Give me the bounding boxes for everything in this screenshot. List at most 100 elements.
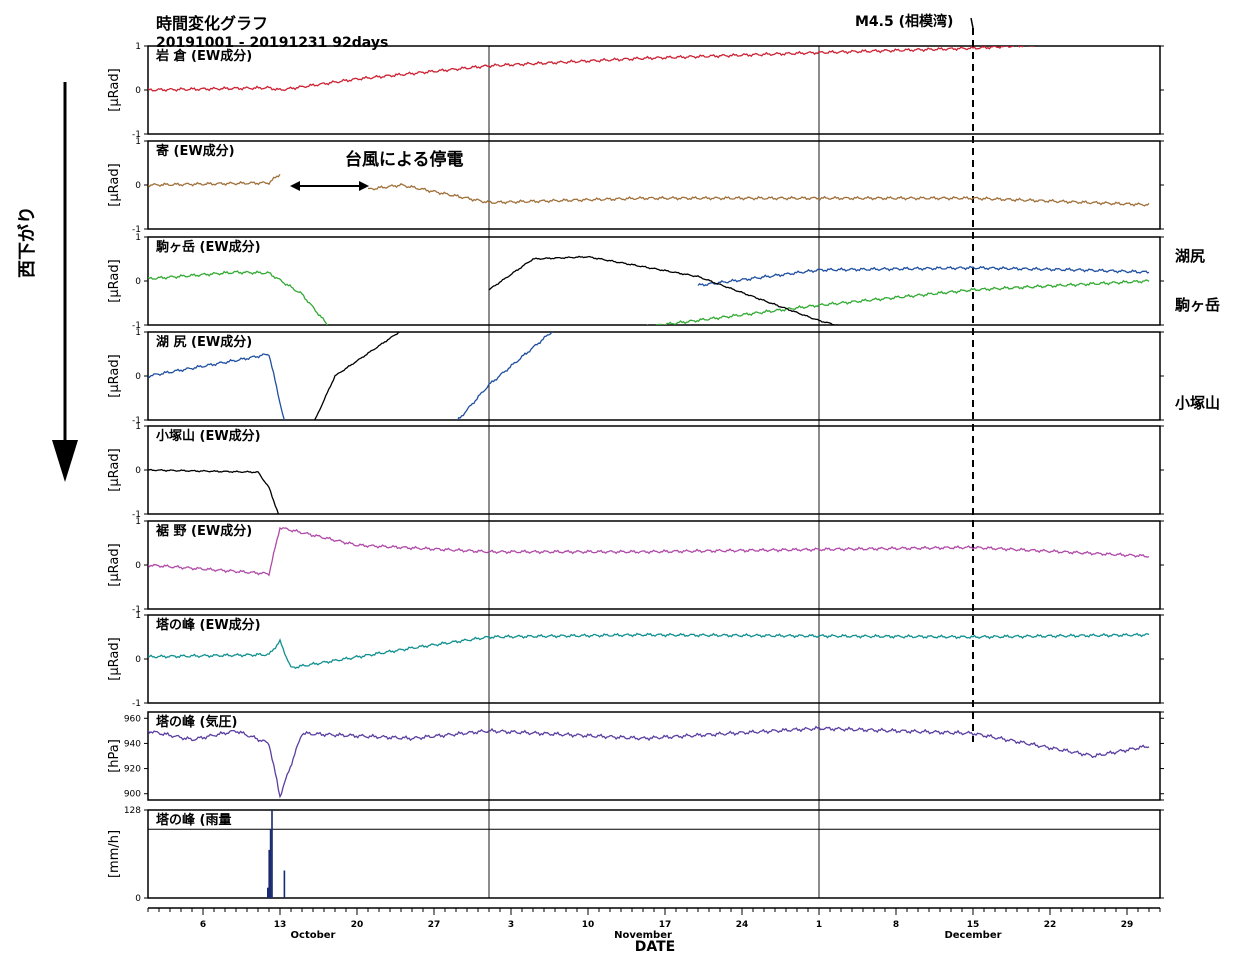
y-tick-label: -1 — [132, 416, 141, 426]
date-gridlines — [488, 17, 974, 898]
panel-frame — [147, 331, 1161, 421]
y-tick-label: -1 — [132, 321, 141, 331]
x-tick-label: 29 — [1121, 920, 1134, 930]
panel-kozukayama: 1 0 -1 [μRad] 小塚山 (EW成分) — [107, 422, 1164, 520]
series-line-kotobuki — [148, 173, 281, 188]
y-tick-label: 0 — [135, 277, 141, 287]
x-tick-label: 8 — [893, 920, 899, 930]
panel-iwakura: 1 0 -1 [μRad] 岩 倉 (EW成分) — [107, 42, 1164, 140]
y-tick-label: 1 — [135, 42, 141, 52]
x-tick-label: 1 — [816, 920, 822, 930]
x-month-label: December — [944, 930, 1001, 941]
y-unit-label: [hPa] — [107, 739, 122, 773]
y-tick-label: 1 — [135, 517, 141, 527]
y-tick-label: -1 — [132, 130, 141, 140]
series-group-komagatake — [148, 255, 1150, 325]
y-tick-label: 128 — [124, 806, 141, 816]
y-tick-label: 1 — [135, 328, 141, 338]
panels: 1 0 -1 [μRad] 岩 倉 (EW成分) 1 0 -1 [μRad] 寄 (EW成分) 1 0… — [107, 42, 1164, 904]
series-group-kotobuki — [148, 173, 1150, 207]
panel-name: 塔の峰 (雨量 — [156, 812, 231, 828]
series-group-tonomine_ew — [148, 632, 1150, 670]
series-group-susono — [148, 526, 1150, 577]
y-tick-label: 960 — [124, 714, 141, 724]
y-tick-label: 0 — [135, 86, 141, 96]
y-unit-label: [μRad] — [107, 163, 122, 206]
x-tick-label: 27 — [428, 920, 441, 930]
panel-frame — [147, 45, 1161, 135]
y-unit-label: [μRad] — [107, 448, 122, 491]
panel-tonomine_rain: 128 0 [mm/h] 塔の峰 (雨量 — [107, 806, 1164, 904]
x-tick-label: 17 — [659, 920, 672, 930]
y-tick-label: 0 — [135, 561, 141, 571]
series-line-kojiri — [697, 265, 1150, 287]
series-line-kozukayama — [314, 332, 401, 420]
x-month-label: October — [291, 930, 336, 941]
outage-annotation: 台風による停電 — [290, 149, 464, 191]
y-tick-label: 1 — [135, 611, 141, 621]
panel-kojiri: 1 0 -1 [μRad] 湖 尻 (EW成分) — [107, 328, 1164, 426]
series-line-iwakura — [148, 46, 1044, 92]
x-axis-label: DATE — [635, 939, 675, 954]
panel-tonomine_ew: 1 0 -1 [μRad] 塔の峰 (EW成分) — [107, 611, 1164, 709]
x-tick-label: 6 — [200, 920, 206, 930]
y-tick-label: -1 — [132, 225, 141, 235]
y-unit-label: [μRad] — [107, 259, 122, 302]
y-tick-label: 0 — [135, 466, 141, 476]
series-group-iwakura — [148, 46, 1044, 92]
y-tick-label: 1 — [135, 233, 141, 243]
event-label: M4.5 (相模湾) — [855, 13, 953, 30]
y-unit-label: [μRad] — [107, 543, 122, 586]
x-tick-label: 13 — [274, 920, 287, 930]
right-label-kozukayama: 小塚山 — [1175, 394, 1220, 412]
series-group-tonomine_rain — [267, 810, 286, 898]
panel-susono: 1 0 -1 [μRad] 裾 野 (EW成分) — [107, 517, 1164, 615]
series-line-kojiri — [148, 332, 553, 420]
y-unit-label: [μRad] — [107, 68, 122, 111]
y-tick-label: -1 — [132, 699, 141, 709]
panel-name: 駒ヶ岳 (EW成分) — [155, 239, 261, 255]
x-axis: 6 13 20 27 3 10 17 24 1 8 15 22 29 October November Dec… — [147, 907, 1161, 941]
panel-name: 塔の峰 (気圧) — [156, 714, 237, 730]
side-label: 西下がり — [16, 206, 38, 278]
event-label-pointer — [970, 17, 974, 29]
rain-bar — [283, 870, 286, 898]
rain-bar — [267, 887, 269, 898]
y-tick-label: 0 — [135, 894, 141, 904]
panel-frame — [147, 520, 1161, 610]
panel-frame — [147, 425, 1161, 515]
y-tick-label: 1 — [135, 422, 141, 432]
series-layer — [148, 46, 1150, 898]
panel-frame — [147, 614, 1161, 704]
x-tick-label: 22 — [1044, 920, 1057, 930]
y-tick-label: 0 — [135, 181, 141, 191]
rain-bar — [271, 810, 273, 898]
x-tick-label: 20 — [351, 920, 364, 930]
down-arrow — [52, 82, 78, 482]
y-tick-label: 900 — [124, 790, 141, 800]
series-group-tonomine_press — [148, 725, 1150, 799]
panel-tonomine_press: 960 940 920 900 [hPa] 塔の峰 (気圧) — [107, 711, 1164, 801]
panel-kotobuki: 1 0 -1 [μRad] 寄 (EW成分) — [107, 137, 1164, 235]
x-tick-label: 24 — [736, 920, 749, 930]
panel-frame — [147, 711, 1161, 801]
panel-komagatake: 1 0 -1 [μRad] 駒ヶ岳 (EW成分) — [107, 233, 1164, 331]
panel-name: 寄 (EW成分) — [156, 143, 235, 159]
series-line-komagatake — [148, 270, 1150, 325]
series-line-kozukayama — [148, 468, 280, 514]
series-line-kozukayama — [488, 255, 841, 325]
y-unit-label: [mm/h] — [107, 830, 122, 878]
outage-label: 台風による停電 — [345, 149, 464, 170]
y-unit-label: [μRad] — [107, 637, 122, 680]
panel-frame — [147, 236, 1161, 326]
panel-name: 岩 倉 (EW成分) — [155, 48, 252, 64]
panel-name: 湖 尻 (EW成分) — [156, 334, 252, 350]
y-tick-label: 0 — [135, 372, 141, 382]
y-tick-label: 0 — [135, 655, 141, 665]
y-tick-label: 920 — [124, 765, 141, 775]
x-month-label: November — [614, 930, 672, 941]
rain-bar — [269, 829, 272, 898]
chart-period: 20191001 - 20191231 92days — [156, 35, 388, 51]
y-tick-label: 940 — [124, 739, 141, 749]
